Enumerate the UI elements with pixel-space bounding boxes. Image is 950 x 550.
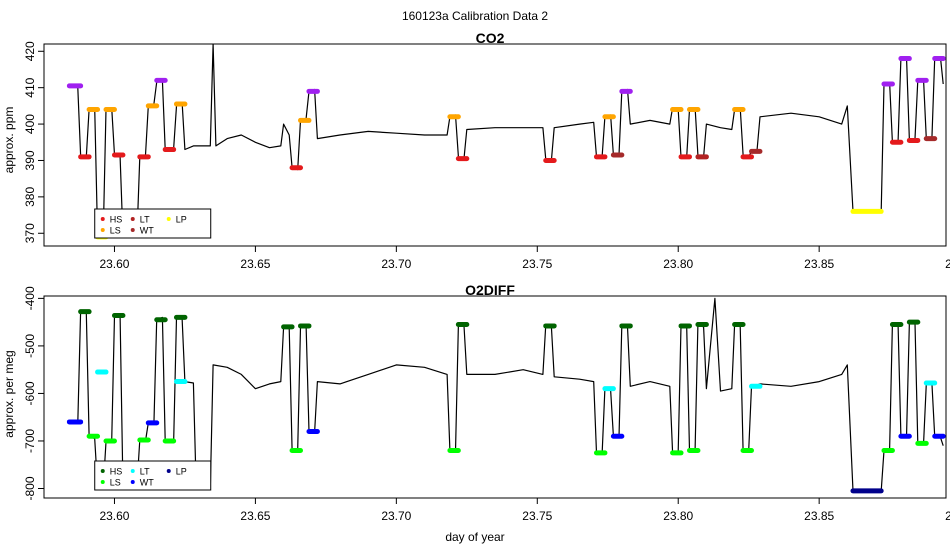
co2-y-tick-label: 390 — [23, 150, 37, 170]
o2diff-legend-label-lt: LT — [140, 467, 150, 477]
co2-legend-swatch-lp — [166, 217, 171, 221]
o2diff-x-tick-label: 23.85 — [804, 509, 834, 523]
o2diff-y-tick-label: -400 — [23, 286, 37, 310]
co2-y-tick-label: 400 — [23, 114, 37, 134]
o2diff-panel-title: O2DIFF — [465, 282, 515, 298]
o2diff-x-tick-label: 23.70 — [381, 509, 411, 523]
co2-x-tick-label: 23.85 — [804, 257, 834, 271]
co2-x-tick-label: 23.80 — [663, 257, 693, 271]
co2-x-tick-label: 23.60 — [99, 257, 129, 271]
co2-panel-title: CO2 — [476, 30, 505, 46]
x-axis-label: day of year — [445, 530, 504, 544]
o2diff-legend-swatch-ls — [100, 480, 105, 484]
co2-x-tick-label: 23.75 — [522, 257, 552, 271]
o2diff-legend-box — [94, 460, 212, 491]
o2diff-plot-area: 23.60 23.65 23.70 23.75 23.80 23.85 23.90 -800 -… — [23, 286, 950, 523]
o2diff-data-layer — [66, 297, 946, 494]
co2-y-axis-label: approx. ppm — [2, 107, 16, 174]
o2diff-legend-label-wt: WT — [140, 478, 154, 488]
o2diff-legend-swatch-lt — [130, 469, 135, 473]
o2diff-y-tick-label: -600 — [23, 381, 37, 405]
co2-x-tick-label: 23.70 — [381, 257, 411, 271]
co2-legend-label-hs: HS — [110, 215, 123, 225]
o2diff-legend-label-ls: LS — [110, 478, 121, 488]
o2diff-x-tick-label: 23.60 — [99, 509, 129, 523]
co2-legend-swatch-wt — [130, 228, 135, 232]
o2diff-legend-swatch-lp — [166, 469, 171, 473]
co2-x-tick-label: 23.90 — [945, 257, 950, 271]
figure-title: 160123a Calibration Data 2 — [402, 9, 548, 23]
o2diff-legend-swatch-hs — [100, 469, 105, 473]
co2-legend-swatch-ls — [100, 228, 105, 232]
o2diff-x-tick-label: 23.65 — [240, 509, 270, 523]
co2-x-tick-label: 23.65 — [240, 257, 270, 271]
o2diff-legend: HS LT LP LS WT — [94, 460, 212, 491]
o2diff-legend-label-hs: HS — [110, 467, 123, 477]
o2diff-panel: O2DIFF approx. per meg 23.60 23.65 23.70 23… — [2, 282, 950, 523]
co2-y-tick-label: 420 — [23, 41, 37, 61]
o2diff-y-tick-label: -700 — [23, 429, 37, 453]
co2-y-tick-label: 370 — [23, 223, 37, 243]
co2-y-tick-label: 380 — [23, 187, 37, 207]
co2-legend-swatch-hs — [100, 217, 105, 221]
co2-legend-label-lt: LT — [140, 215, 150, 225]
co2-plot-area: 23.60 23.65 23.70 23.75 23.80 23.85 23.90 370 38… — [23, 41, 950, 271]
co2-legend-swatch-lt — [130, 217, 135, 221]
co2-legend-label-ls: LS — [110, 226, 121, 236]
co2-legend-label-wt: WT — [140, 226, 154, 236]
o2diff-x-tick-label: 23.90 — [945, 509, 950, 523]
o2diff-plot-frame — [43, 295, 947, 499]
co2-plot-frame — [43, 43, 947, 247]
o2diff-y-axis-label: approx. per meg — [2, 350, 16, 437]
co2-legend: HS LT LP LS WT — [94, 208, 212, 239]
o2diff-legend-swatch-wt — [130, 480, 135, 484]
o2diff-y-tick-label: -500 — [23, 334, 37, 358]
o2diff-legend-label-lp: LP — [176, 467, 187, 477]
o2diff-x-tick-label: 23.80 — [663, 509, 693, 523]
co2-legend-box — [94, 208, 212, 239]
o2diff-x-tick-label: 23.75 — [522, 509, 552, 523]
co2-panel: CO2 approx. ppm 23.60 23.65 23.70 23.75 23.8… — [2, 30, 950, 271]
co2-y-tick-label: 410 — [23, 77, 37, 97]
co2-legend-label-lp: LP — [176, 215, 187, 225]
o2diff-y-tick-label: -800 — [23, 476, 37, 500]
